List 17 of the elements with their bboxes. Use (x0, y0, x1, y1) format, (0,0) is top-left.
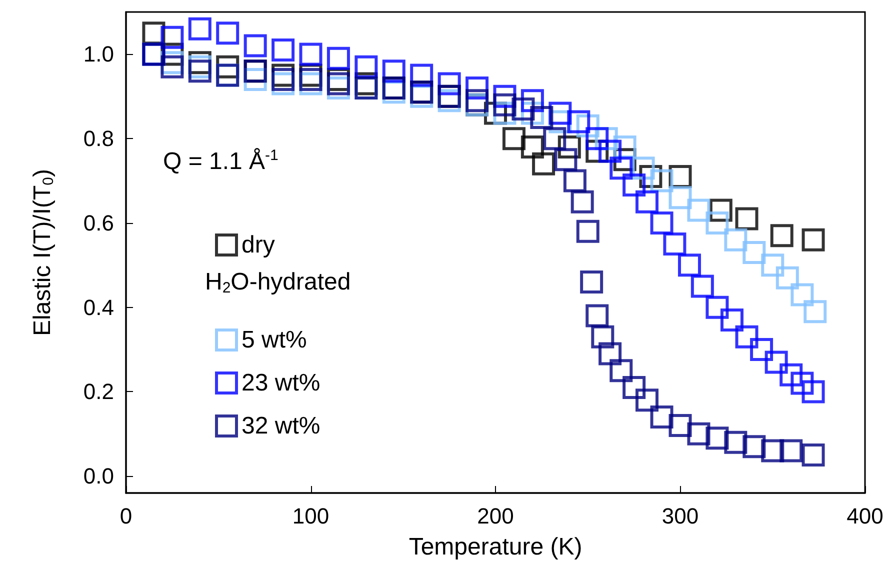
legend-label: 23 wt% (242, 370, 320, 396)
y-tick-label: 0.6 (83, 210, 114, 236)
x-tick-label: 400 (846, 504, 884, 528)
x-tick-label: 200 (477, 504, 514, 528)
legend-label: 5 wt% (242, 326, 307, 354)
x-tick-label: 0 (120, 504, 132, 528)
y-tick-label: 0.4 (83, 294, 114, 320)
legend-label: dry (242, 232, 275, 258)
y-tick-label: 0.2 (83, 379, 114, 404)
x-tick-label: 300 (662, 504, 699, 528)
x-axis-title: Temperature (K) (408, 534, 582, 560)
y-axis-title: Elastic I(T)/I(T0) (29, 169, 57, 336)
x-tick-label: 100 (292, 504, 330, 528)
y-tick-label: 0.0 (83, 464, 114, 489)
legend-label: 32 wt% (242, 412, 320, 440)
y-tick-label: 0.8 (83, 126, 114, 152)
y-tick-label: 1.0 (83, 42, 114, 67)
